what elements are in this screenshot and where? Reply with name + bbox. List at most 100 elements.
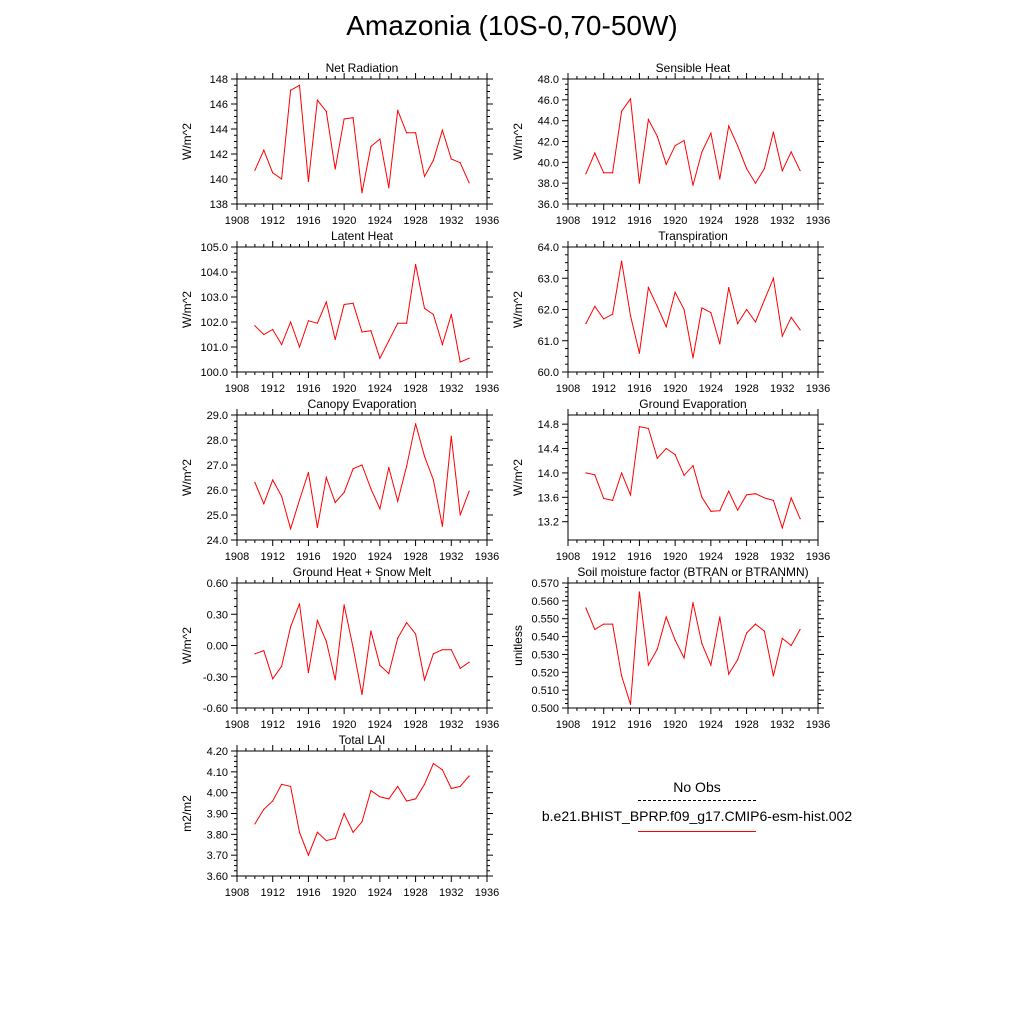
x-tick-label: 1924 <box>368 215 392 227</box>
data-point <box>272 800 274 802</box>
data-point <box>361 192 363 194</box>
data-point <box>799 518 801 520</box>
y-tick-label: 0.570 <box>531 578 559 590</box>
y-tick-label: 3.60 <box>207 871 228 883</box>
figure-title: Amazonia (10S-0,70-50W) <box>346 10 678 41</box>
x-tick-label: 1932 <box>770 383 794 395</box>
data-point <box>603 623 605 625</box>
data-point <box>397 109 399 111</box>
x-tick-label: 1924 <box>368 719 392 731</box>
data-point <box>379 138 381 140</box>
data-point <box>343 812 345 815</box>
x-tick-label: 1932 <box>770 551 794 563</box>
data-point <box>272 328 274 331</box>
data-point <box>432 479 435 481</box>
x-tick-label: 1932 <box>439 719 463 731</box>
panel-title: Transpiration <box>658 229 728 243</box>
y-tick-label: 42.0 <box>538 137 559 149</box>
data-point <box>612 172 614 174</box>
x-tick-label: 1912 <box>260 383 284 395</box>
x-tick-label: 1932 <box>439 887 463 899</box>
data-point <box>674 291 676 293</box>
data-point <box>316 526 318 529</box>
x-tick-label: 1928 <box>734 215 758 227</box>
data-point <box>289 626 292 628</box>
series-line <box>254 423 470 531</box>
data-point <box>683 474 685 476</box>
data-point <box>281 343 283 346</box>
data-point <box>352 117 354 119</box>
x-tick-label: 1908 <box>556 551 580 563</box>
plot-frame <box>236 414 488 541</box>
data-point <box>325 301 327 303</box>
x-tick-label: 1928 <box>403 551 427 563</box>
x-tick-label: 1936 <box>806 215 830 227</box>
data-point <box>719 178 721 180</box>
data-point <box>307 320 310 322</box>
data-point <box>272 479 274 481</box>
plot-frame <box>567 246 819 373</box>
x-tick-label: 1916 <box>627 215 651 227</box>
panel-title: Total LAI <box>339 733 386 747</box>
data-point <box>763 497 766 499</box>
data-point <box>441 129 443 131</box>
y-tick-label: 103.0 <box>200 292 228 304</box>
data-point <box>665 163 667 166</box>
y-tick-label: 13.6 <box>538 492 559 504</box>
y-tick-label: 101.0 <box>200 342 228 354</box>
data-point <box>763 630 766 632</box>
x-tick-label: 1912 <box>260 551 284 563</box>
data-point <box>728 673 730 675</box>
data-point <box>406 800 408 802</box>
data-point <box>450 313 452 316</box>
data-point <box>397 500 399 502</box>
data-point <box>325 839 327 842</box>
y-tick-label: 3.80 <box>207 829 228 841</box>
data-point <box>629 98 632 100</box>
data-point <box>423 783 426 785</box>
data-point <box>719 343 721 345</box>
y-tick-label: 13.2 <box>538 517 559 529</box>
data-point <box>620 260 623 262</box>
data-point <box>325 476 327 479</box>
y-tick-label: 46.0 <box>538 95 559 107</box>
data-point <box>432 313 435 316</box>
data-point <box>674 454 676 456</box>
y-tick-label: 146 <box>210 99 228 111</box>
data-point <box>325 640 327 642</box>
data-point <box>719 510 721 512</box>
data-point <box>298 84 301 86</box>
data-point <box>388 673 390 675</box>
data-point <box>612 313 614 315</box>
data-point <box>754 493 757 495</box>
data-point <box>692 465 694 467</box>
y-tick-label: 148 <box>210 74 228 86</box>
x-tick-label: 1916 <box>296 215 320 227</box>
data-point <box>361 331 363 333</box>
data-point <box>781 527 783 529</box>
data-point <box>692 602 694 604</box>
data-point <box>370 330 372 332</box>
data-point <box>612 499 614 501</box>
chart-panel: 1908 1912 1916 1920 1924 1928 1932 1936 0.500 0.5… <box>511 565 830 731</box>
data-point <box>281 783 283 785</box>
data-point <box>316 831 318 833</box>
data-point <box>441 525 443 527</box>
data-point <box>737 509 739 511</box>
data-point <box>352 831 354 833</box>
x-tick-label: 1936 <box>806 551 830 563</box>
y-tick-label: 24.0 <box>207 535 228 547</box>
data-point <box>263 149 265 151</box>
y-axis-label: W/m^2 <box>180 123 194 160</box>
data-point <box>254 653 256 655</box>
y-tick-label: 0.560 <box>531 596 559 608</box>
data-point <box>272 172 274 174</box>
data-point <box>674 145 676 147</box>
data-point <box>594 474 596 476</box>
data-point <box>459 785 461 788</box>
chart-panel: 1908 1912 1916 1920 1924 1928 1932 1936 24.0 25.0… <box>180 397 499 563</box>
y-tick-label: 0.00 <box>207 641 228 653</box>
data-point <box>388 466 390 469</box>
y-axis-label: m2/m2 <box>180 795 194 832</box>
data-point <box>334 501 336 504</box>
